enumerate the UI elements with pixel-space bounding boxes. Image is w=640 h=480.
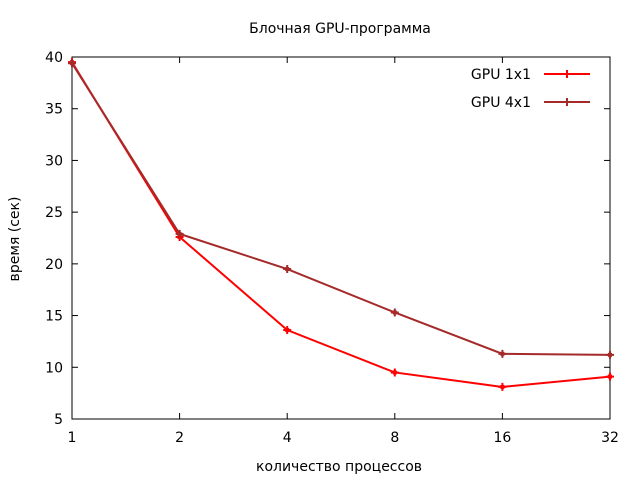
data-point-center bbox=[392, 370, 397, 375]
y-tick-label: 15 bbox=[45, 309, 63, 325]
x-axis-label: количество процессов bbox=[256, 459, 422, 475]
x-tick-label: 2 bbox=[175, 430, 184, 446]
series-group bbox=[68, 59, 614, 359]
tick-layer: 5 10 15 20 25 30 35 40 1 2 4 8 16 32 bbox=[45, 50, 619, 446]
data-point-center bbox=[70, 61, 74, 66]
data-point-center bbox=[608, 374, 612, 379]
data-point-center bbox=[392, 310, 397, 315]
x-tick-label: 8 bbox=[390, 430, 399, 446]
x-tick-label: 32 bbox=[601, 430, 619, 446]
y-tick-label: 20 bbox=[45, 257, 63, 273]
legend-marker bbox=[563, 98, 571, 106]
legend-entry: GPU 1x1 bbox=[471, 67, 590, 83]
data-point-center bbox=[285, 267, 290, 272]
y-tick-label: 25 bbox=[45, 205, 63, 221]
series-line bbox=[71, 61, 611, 388]
y-tick-label: 30 bbox=[45, 153, 63, 169]
data-point-center bbox=[608, 352, 612, 357]
data-point-center bbox=[285, 328, 290, 333]
series-layer bbox=[68, 58, 614, 391]
x-tick-label: 4 bbox=[283, 430, 292, 446]
y-tick-label: 40 bbox=[45, 50, 63, 66]
data-point-center bbox=[500, 384, 505, 389]
legend-entry: GPU 4x1 bbox=[471, 95, 590, 111]
legend-label: GPU 4x1 bbox=[471, 95, 531, 111]
plot-area-frame bbox=[71, 56, 611, 420]
legend-label: GPU 1x1 bbox=[471, 67, 531, 83]
legend-marker bbox=[563, 70, 571, 78]
data-point-center bbox=[177, 231, 182, 236]
x-tick-label: 16 bbox=[493, 430, 511, 446]
data-point-center bbox=[500, 351, 505, 356]
y-tick-label: 35 bbox=[45, 102, 63, 118]
y-tick-label: 5 bbox=[54, 412, 63, 428]
legend: GPU 1x1 GPU 4x1 bbox=[471, 67, 590, 111]
chart-title: Блочная GPU-программа bbox=[249, 21, 431, 37]
x-tick-label: 1 bbox=[68, 430, 77, 446]
y-tick-label: 10 bbox=[45, 360, 63, 376]
series-line bbox=[71, 62, 611, 356]
y-axis-label: время (сек) bbox=[7, 197, 23, 282]
